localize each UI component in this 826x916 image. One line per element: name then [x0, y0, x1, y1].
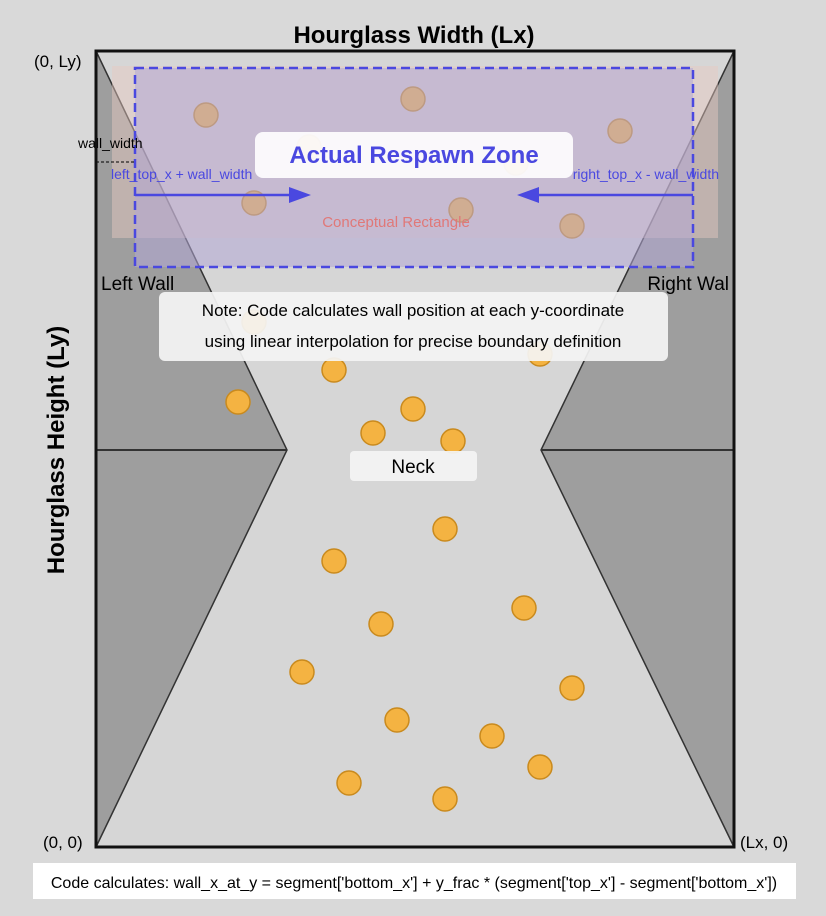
particle	[336, 770, 362, 796]
note-box	[159, 292, 668, 361]
particle	[479, 723, 505, 749]
particle	[511, 595, 537, 621]
diagram-title: Hourglass Width (Lx)	[293, 22, 534, 49]
note-line-1: Note: Code calculates wall position at e…	[202, 301, 624, 320]
particle	[360, 420, 386, 446]
respawn-zone-title: Actual Respawn Zone	[289, 142, 538, 169]
y-axis-label: Hourglass Height (Ly)	[43, 326, 70, 574]
particle	[527, 754, 553, 780]
formula-box	[33, 863, 796, 899]
right-bound-label: right_top_x - wall_width	[573, 166, 719, 182]
right-bound-arrowhead	[517, 187, 539, 203]
particle	[368, 611, 394, 637]
note-line-2: using linear interpolation for precise b…	[205, 332, 622, 351]
particle	[432, 516, 458, 542]
particle	[321, 357, 347, 383]
right-wall-label: Right Wal	[647, 274, 729, 295]
particle	[321, 548, 347, 574]
conceptual-rectangle-label: Conceptual Rectangle	[322, 214, 470, 231]
left-bound-label: left_top_x + wall_width	[111, 166, 252, 182]
particle	[225, 389, 251, 415]
neck-label-box	[350, 451, 477, 481]
corner-bottom-left: (0, 0)	[43, 833, 83, 852]
left-wall-label: Left Wall	[101, 274, 174, 295]
particle	[559, 675, 585, 701]
particle	[400, 396, 426, 422]
particle	[384, 707, 410, 733]
formula-text: Code calculates: wall_x_at_y = segment['…	[51, 875, 777, 892]
respawn-title-box	[255, 132, 573, 178]
left-bound-arrowhead	[289, 187, 311, 203]
respawn-zone-border	[133, 66, 695, 269]
particle	[289, 659, 315, 685]
particle	[432, 786, 458, 812]
wall-width-label: wall_width	[77, 135, 143, 151]
corner-top-left: (0, Ly)	[34, 52, 82, 71]
corner-bottom-right: (Lx, 0)	[740, 833, 788, 852]
neck-label: Neck	[391, 457, 435, 478]
particle	[440, 428, 466, 454]
hourglass-frame	[94, 49, 736, 849]
